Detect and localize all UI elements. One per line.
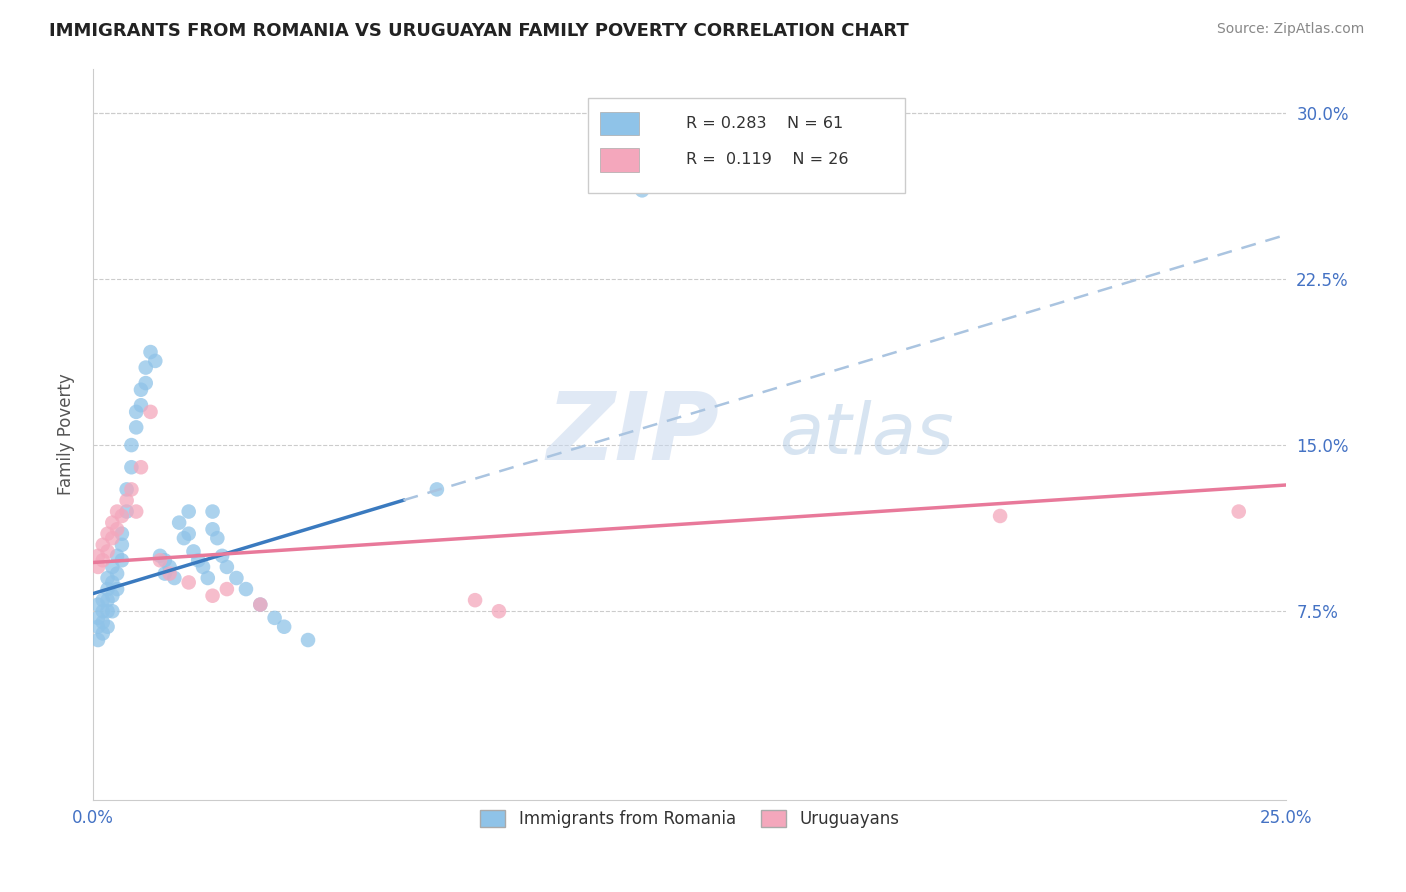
Point: [120, 483, 142, 497]
Point: [125, 405, 148, 419]
Point: [197, 571, 219, 585]
Point: [149, 553, 172, 567]
Point: [149, 549, 172, 563]
Point: [115, 493, 138, 508]
Point: [91, 553, 114, 567]
Point: [139, 405, 162, 419]
Point: [91, 593, 114, 607]
Point: [91, 604, 114, 618]
Text: Source: ZipAtlas.com: Source: ZipAtlas.com: [1216, 22, 1364, 37]
Point: [96, 526, 118, 541]
Point: [159, 566, 181, 581]
Legend: Immigrants from Romania, Uruguayans: Immigrants from Romania, Uruguayans: [474, 804, 905, 835]
Point: [91, 626, 114, 640]
Point: [426, 483, 449, 497]
Point: [115, 483, 138, 497]
Point: [101, 589, 124, 603]
Point: [111, 538, 134, 552]
Point: [201, 589, 224, 603]
Point: [207, 531, 229, 545]
Point: [105, 549, 128, 563]
Point: [988, 508, 1011, 523]
Text: IMMIGRANTS FROM ROMANIA VS URUGUAYAN FAMILY POVERTY CORRELATION CHART: IMMIGRANTS FROM ROMANIA VS URUGUAYAN FAM…: [49, 22, 908, 40]
FancyBboxPatch shape: [589, 98, 904, 193]
Point: [111, 508, 134, 523]
Point: [167, 516, 190, 530]
Point: [201, 504, 224, 518]
Point: [177, 526, 200, 541]
Point: [91, 615, 114, 630]
Point: [125, 504, 148, 518]
Text: R =  0.119    N = 26: R = 0.119 N = 26: [686, 153, 849, 168]
Point: [139, 345, 162, 359]
Point: [173, 531, 195, 545]
Point: [96, 604, 118, 618]
Point: [153, 553, 176, 567]
Point: [249, 598, 271, 612]
Point: [101, 604, 124, 618]
Text: atlas: atlas: [779, 400, 955, 468]
Point: [631, 183, 654, 197]
Point: [96, 593, 118, 607]
Point: [91, 538, 114, 552]
Point: [488, 604, 510, 618]
Point: [111, 526, 134, 541]
Text: ZIP: ZIP: [547, 388, 720, 480]
Point: [201, 522, 224, 536]
Point: [111, 553, 134, 567]
Point: [105, 566, 128, 581]
Point: [297, 633, 319, 648]
Point: [1227, 504, 1250, 518]
Point: [159, 560, 181, 574]
Point: [96, 582, 118, 596]
Point: [87, 598, 110, 612]
Point: [129, 398, 152, 412]
Point: [120, 460, 142, 475]
Point: [101, 560, 124, 574]
Point: [191, 560, 214, 574]
Point: [249, 598, 271, 612]
Point: [87, 633, 110, 648]
Point: [96, 620, 118, 634]
Point: [215, 560, 238, 574]
Point: [96, 544, 118, 558]
Point: [153, 566, 176, 581]
Point: [87, 560, 110, 574]
Point: [120, 438, 142, 452]
Point: [177, 504, 200, 518]
Point: [187, 553, 209, 567]
Point: [273, 620, 295, 634]
Point: [129, 460, 152, 475]
Point: [211, 549, 233, 563]
Point: [215, 582, 238, 596]
FancyBboxPatch shape: [600, 112, 638, 135]
Point: [129, 383, 152, 397]
Point: [87, 611, 110, 625]
Point: [135, 360, 157, 375]
Point: [183, 544, 205, 558]
Point: [464, 593, 486, 607]
Point: [96, 571, 118, 585]
Point: [115, 504, 138, 518]
Point: [135, 376, 157, 390]
Y-axis label: Family Poverty: Family Poverty: [58, 373, 75, 495]
Point: [143, 354, 166, 368]
Point: [235, 582, 257, 596]
Point: [263, 611, 285, 625]
Point: [163, 571, 186, 585]
Point: [105, 522, 128, 536]
Point: [87, 620, 110, 634]
Point: [177, 575, 200, 590]
Point: [101, 575, 124, 590]
FancyBboxPatch shape: [600, 148, 638, 171]
Text: R = 0.283    N = 61: R = 0.283 N = 61: [686, 116, 844, 131]
Point: [87, 549, 110, 563]
Point: [101, 531, 124, 545]
Point: [101, 516, 124, 530]
Point: [105, 504, 128, 518]
Point: [225, 571, 247, 585]
Point: [125, 420, 148, 434]
Point: [105, 582, 128, 596]
